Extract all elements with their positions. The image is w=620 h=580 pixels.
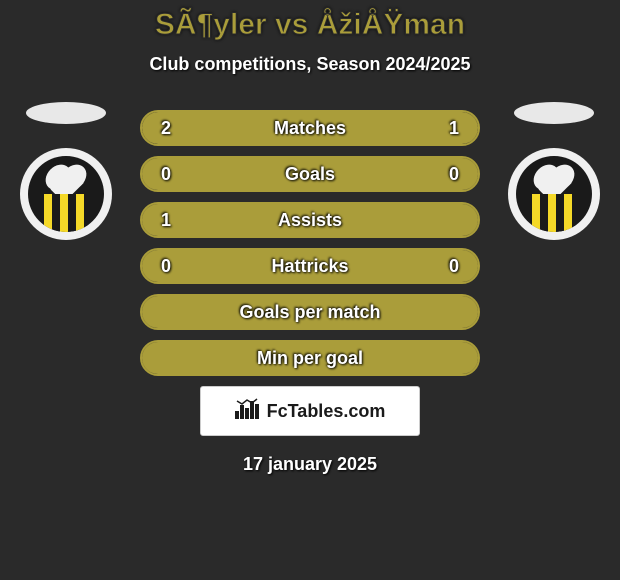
stat-right-value: 0 (430, 256, 478, 277)
stat-row: Min per goal (140, 340, 480, 376)
badge-text-icon: MALATYA (52, 159, 80, 165)
stat-row: 1 Assists (140, 202, 480, 238)
stat-right-value: 1 (430, 118, 478, 139)
stat-left-value: 2 (142, 118, 190, 139)
subtitle: Club competitions, Season 2024/2025 (0, 54, 620, 75)
stat-label: Hattricks (190, 256, 430, 277)
stat-label: Matches (190, 118, 430, 139)
avatar-placeholder-left (26, 102, 106, 124)
stat-label: Min per goal (190, 348, 430, 369)
page-title: SÃ¶yler vs ÅžiÅŸman (0, 8, 620, 42)
player-left-profile: MALATYA (20, 102, 112, 240)
stat-left-value: 0 (142, 164, 190, 185)
avatar-placeholder-right (514, 102, 594, 124)
branding-box[interactable]: FcTables.com (200, 386, 420, 436)
branding-text: FcTables.com (267, 401, 386, 422)
stat-row: 2 Matches 1 (140, 110, 480, 146)
team-badge-left: MALATYA (20, 148, 112, 240)
stat-row: Goals per match (140, 294, 480, 330)
stat-right-value: 0 (430, 164, 478, 185)
stat-row: 0 Hattricks 0 (140, 248, 480, 284)
comparison-area: MALATYA MALATYA 2 Matches (0, 110, 620, 475)
stat-left-value: 0 (142, 256, 190, 277)
stat-label: Goals per match (190, 302, 430, 323)
date-text: 17 january 2025 (0, 454, 620, 475)
badge-text-icon: MALATYA (540, 159, 568, 165)
chart-icon (235, 397, 259, 425)
player-right-profile: MALATYA (508, 102, 600, 240)
team-badge-right: MALATYA (508, 148, 600, 240)
stat-label: Goals (190, 164, 430, 185)
stats-list: 2 Matches 1 0 Goals 0 1 Assists 0 Hattri… (140, 110, 480, 376)
stat-left-value: 1 (142, 210, 190, 231)
stat-label: Assists (190, 210, 430, 231)
stat-row: 0 Goals 0 (140, 156, 480, 192)
